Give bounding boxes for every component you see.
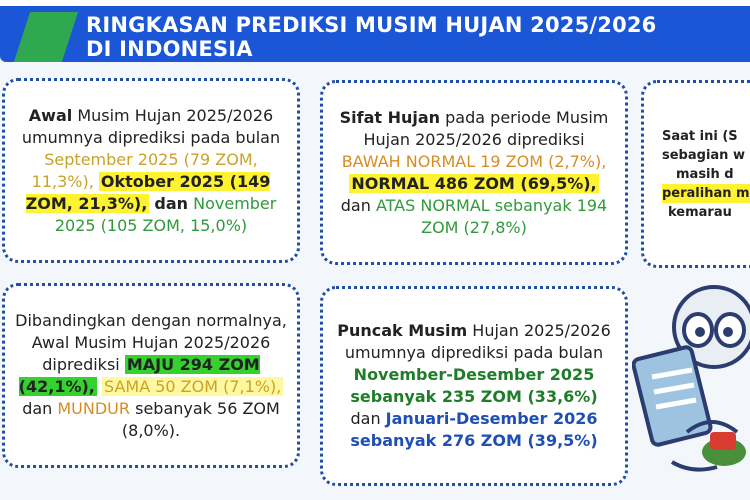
card-saat-ini: Saat ini (S sebagian w masih d peralihan… — [641, 80, 750, 268]
text-november: November 2025 (105 ZOM, 15,0%) — [54, 193, 277, 235]
page-title-line2: DI INDONESIA — [86, 37, 253, 61]
card-puncak-musim: Puncak Musim Hujan 2025/2026 umumnya dip… — [320, 286, 628, 486]
header-accent-bar — [13, 12, 79, 62]
text-dan: dan — [350, 409, 386, 428]
text-jan-des-2026: Januari-Desember 2026 sebanyak 276 ZOM (… — [350, 409, 598, 450]
text-dan: dan — [340, 195, 376, 215]
text-mundur: MUNDUR — [57, 398, 131, 418]
text-sama: SAMA 50 ZOM (7,1%), — [101, 376, 284, 396]
card-perbandingan-text: Dibandingkan dengan normalnya, Awal Musi… — [15, 310, 287, 442]
card-sifat-hujan: Sifat Hujan pada periode Musim Hujan 202… — [320, 80, 628, 265]
card-awal-musim: Awal Musim Hujan 2025/2026 umumnya dipre… — [2, 78, 300, 263]
page-title-line1: RINGKASAN PREDIKSI MUSIM HUJAN 2025/2026 — [86, 13, 657, 37]
text-line4: peralihan m — [662, 183, 750, 203]
header-banner: RINGKASAN PREDIKSI MUSIM HUJAN 2025/2026… — [0, 6, 750, 62]
text-dan: dan — [154, 193, 189, 213]
text-sifat-hujan: Sifat Hujan — [339, 107, 441, 127]
text-mundur-desc: sebanyak 56 ZOM (8,0%). — [121, 398, 280, 440]
text-bawah-normal: BAWAH NORMAL 19 ZOM (2,7%), — [341, 151, 607, 171]
text-puncak-desc: Hujan 2025/2026 umumnya diprediksi pada … — [344, 321, 611, 362]
text-september: September 2025 (79 ZOM, 11,3%), — [31, 149, 258, 191]
card-puncak-musim-text: Puncak Musim Hujan 2025/2026 umumnya dip… — [333, 320, 615, 452]
mascot-character-icon — [632, 285, 750, 472]
top-strip — [0, 0, 750, 8]
card-sifat-hujan-text: Sifat Hujan pada periode Musim Hujan 202… — [333, 107, 615, 239]
card-perbandingan: Dibandingkan dengan normalnya, Awal Musi… — [2, 283, 300, 468]
text-dan: dan — [22, 398, 58, 418]
text-line1: Saat ini (S — [662, 128, 738, 144]
text-puncak: Puncak Musim — [337, 321, 468, 340]
text-line2: sebagian w — [662, 147, 745, 163]
text-normal: NORMAL 486 ZOM (69,5%), — [349, 173, 599, 193]
text-dibandingkan: Dibandingkan dengan normalnya, Awal Musi… — [15, 310, 287, 374]
card-awal-musim-text: Awal Musim Hujan 2025/2026 umumnya dipre… — [15, 105, 287, 237]
text-awal: Awal — [28, 105, 73, 125]
text-atas-normal: ATAS NORMAL sebanyak 194 ZOM (27,8%) — [375, 195, 608, 237]
text-line5: kemarau — [668, 204, 732, 220]
text-nov-des-2025: November-Desember 2025 sebanyak 235 ZOM … — [350, 365, 598, 406]
page-title: RINGKASAN PREDIKSI MUSIM HUJAN 2025/2026… — [86, 13, 726, 61]
text-line3: masih d — [676, 166, 734, 182]
card-saat-ini-text: Saat ini (S sebagian w masih d peralihan… — [662, 127, 750, 222]
text-awal-desc: Musim Hujan 2025/2026 umumnya diprediksi… — [21, 105, 281, 147]
text-sifat-desc: pada periode Musim Hujan 2025/2026 dipre… — [363, 107, 609, 149]
